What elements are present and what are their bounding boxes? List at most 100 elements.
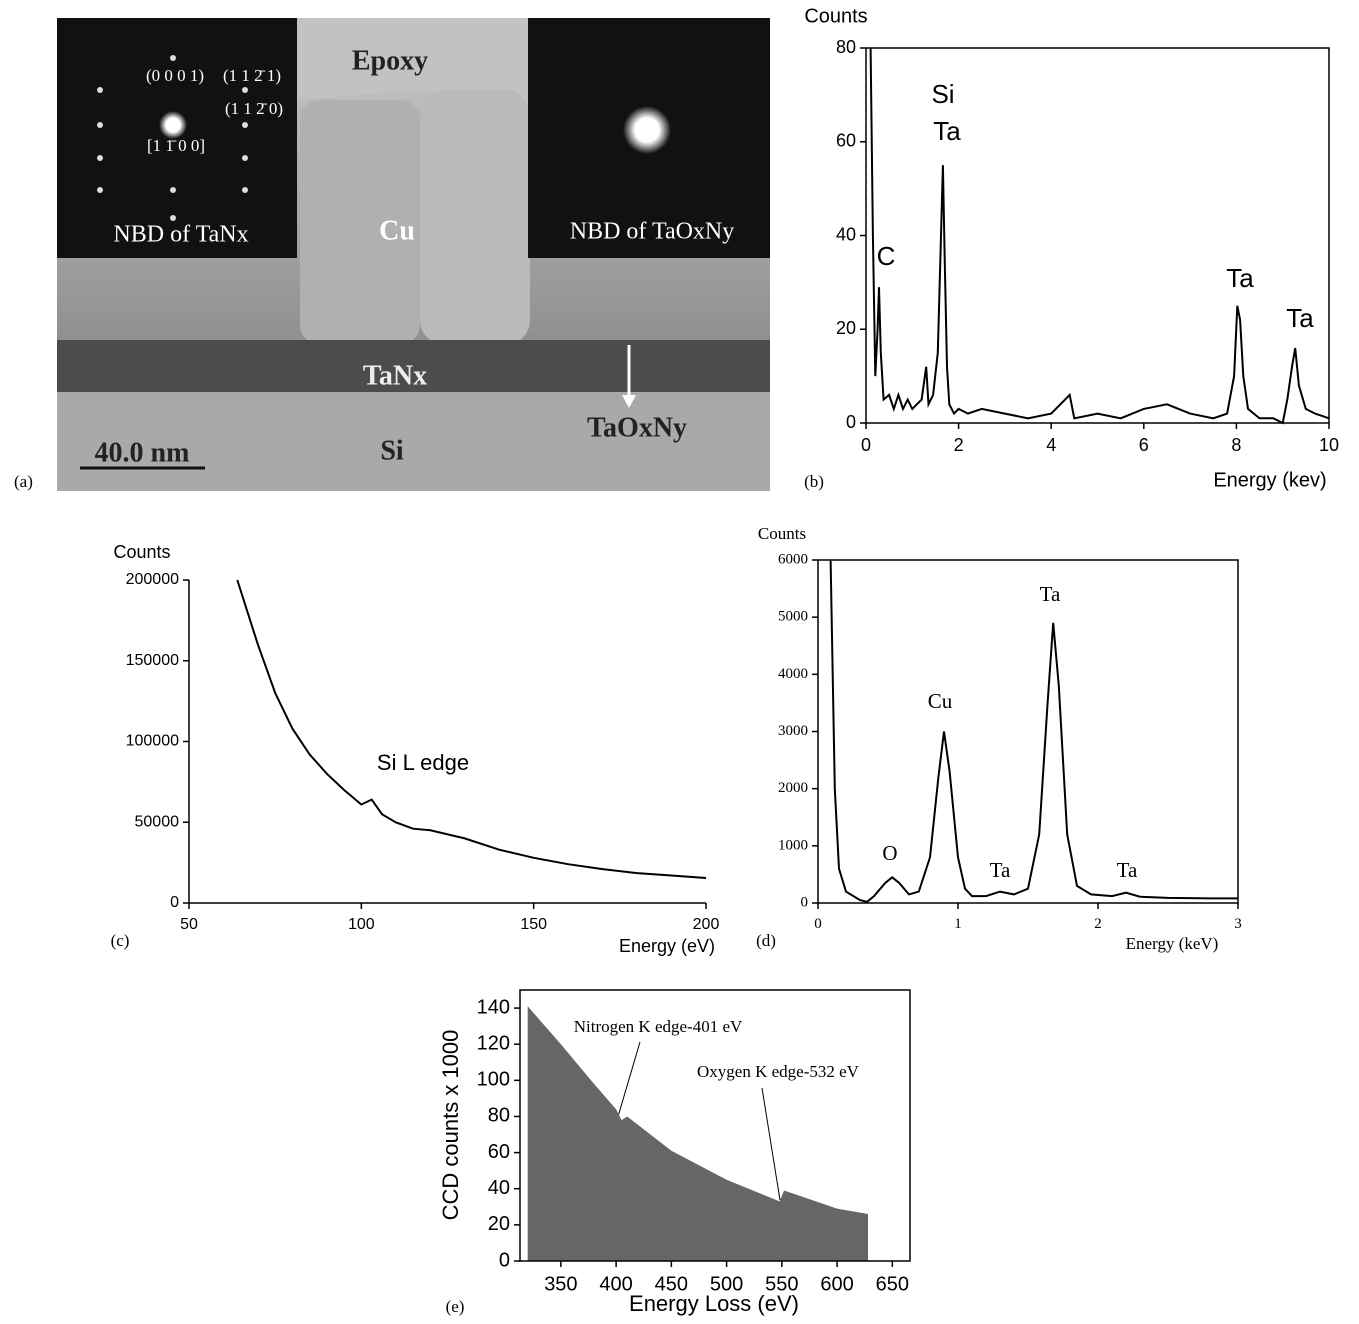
panel-label: (e) <box>446 1297 465 1316</box>
pointer <box>761 1087 781 1201</box>
x-axis-title: Energy (kev) <box>1213 469 1326 491</box>
annotation: Si L edge <box>377 750 469 775</box>
y-axis-title: CCD counts x 1000 <box>438 1030 463 1221</box>
tanx-layer <box>57 340 770 392</box>
annotation: Oxygen K edge-532 eV <box>697 1062 860 1081</box>
y-tick-label: 120 <box>477 1032 510 1054</box>
x-tick-label: 550 <box>765 1273 798 1295</box>
x-tick-label: 500 <box>710 1273 743 1295</box>
y-tick-label: 100 <box>477 1069 510 1091</box>
y-tick-label: 0 <box>801 894 809 910</box>
x-tick-label: 100 <box>348 916 375 933</box>
y-axis-title: Counts <box>113 542 170 562</box>
cu-grain <box>300 100 420 345</box>
panel-label: (d) <box>756 931 776 950</box>
annotation: Nitrogen K edge-401 eV <box>574 1017 743 1036</box>
y-tick-label: 1000 <box>778 837 808 853</box>
x-tick-label: 50 <box>180 916 198 933</box>
y-tick-label: 20 <box>488 1213 510 1235</box>
y-axis-title: Counts <box>804 5 867 27</box>
scale-label: 40.0 nm <box>95 437 190 468</box>
annotation: O <box>882 841 897 865</box>
x-tick-label: 10 <box>1319 435 1339 455</box>
x-tick-label: 2 <box>954 435 964 455</box>
annotation: Ta <box>990 858 1011 882</box>
y-tick-label: 0 <box>846 412 856 432</box>
micrograph: Epoxy Cu TaNx Si TaOxNy 40.0 nm NBD of T… <box>14 18 770 491</box>
annotation: Si <box>931 79 954 109</box>
y-tick-label: 80 <box>836 37 856 57</box>
axes-frame <box>519 989 911 1262</box>
x-tick-label: 0 <box>814 916 822 932</box>
chart: 0 50000 100000 150000 200000 50 100 150 200 Count… <box>111 542 720 956</box>
y-tick-label: 200000 <box>126 571 179 588</box>
inset-caption: NBD of TaNx <box>113 222 248 248</box>
annotation: Ta <box>1286 303 1314 333</box>
spectrum-line <box>829 559 1238 903</box>
chart: 0 20 40 60 80 0 2 4 6 8 10 Counts Energy (kev) (b) Si T… <box>804 5 1339 491</box>
x-tick-label: 6 <box>1139 435 1149 455</box>
x-tick-label: 600 <box>820 1273 853 1295</box>
si-region <box>57 392 770 491</box>
arrow-head <box>622 395 636 408</box>
spectrum-area <box>527 1006 868 1261</box>
y-tick-label: 140 <box>477 996 510 1018</box>
index-label: (1 1 2̄ 1) <box>223 66 281 85</box>
panel-label: (b) <box>804 472 824 491</box>
y-tick-label: 50000 <box>135 813 180 830</box>
label: Epoxy <box>352 45 428 76</box>
x-tick-label: 400 <box>599 1273 632 1295</box>
annotation: Ta <box>1040 582 1061 606</box>
panel-label: (a) <box>14 472 33 491</box>
index-label: (1 1 2̄ 0) <box>225 99 283 118</box>
chart: 0 1000 2000 3000 4000 5000 6000 0 1 2 3 Counts Energ… <box>756 524 1242 953</box>
inset-caption: NBD of TaOxNy <box>570 219 735 245</box>
annotation: Ta <box>933 116 961 146</box>
y-tick-label: 0 <box>499 1249 510 1271</box>
panel-label: (c) <box>111 931 130 950</box>
label: TaNx <box>363 360 427 391</box>
index-label: (0 0 0 1) <box>146 66 204 85</box>
x-axis-title: Energy (keV) <box>1126 934 1219 953</box>
annotation: Ta <box>1226 263 1254 293</box>
axes-frame <box>817 559 1239 904</box>
x-tick-label: 200 <box>693 916 720 933</box>
x-axis-title: Energy Loss (eV) <box>629 1291 799 1316</box>
pointer-lines <box>616 1041 781 1201</box>
x-tick-label: 450 <box>655 1273 688 1295</box>
y-axis-title: Counts <box>758 524 806 543</box>
x-axis-title: Energy (eV) <box>619 936 715 956</box>
label: Si <box>380 435 404 466</box>
cu-grain <box>420 90 530 345</box>
y-tick-label: 100000 <box>126 733 179 750</box>
y-tick-label: 5000 <box>778 609 808 625</box>
y-tick-label: 40 <box>488 1177 510 1199</box>
x-tick-label: 3 <box>1234 916 1242 932</box>
y-tick-label: 3000 <box>778 723 808 739</box>
spectrum-line <box>236 579 707 879</box>
y-tick-label: 2000 <box>778 780 808 796</box>
y-tick-label: 150000 <box>126 652 179 669</box>
x-tick-label: 8 <box>1231 435 1241 455</box>
x-tick-label: 650 <box>876 1273 909 1295</box>
label: Cu <box>379 215 415 246</box>
x-tick-label: 2 <box>1094 916 1102 932</box>
x-tick-label: 4 <box>1046 435 1056 455</box>
chart: 0 20 40 60 80 100 120 140 350 400 450 500 550 600 650 C… <box>438 989 911 1316</box>
annotation: C <box>877 241 896 271</box>
y-tick-label: 40 <box>836 224 856 244</box>
index-label: [1 1̄ 0 0] <box>147 136 205 155</box>
y-tick-label: 20 <box>836 318 856 338</box>
y-tick-label: 60 <box>836 131 856 151</box>
x-tick-label: 1 <box>954 916 962 932</box>
y-tick-label: 0 <box>170 894 179 911</box>
y-tick-label: 6000 <box>778 551 808 567</box>
diffraction-spot <box>159 111 187 139</box>
y-tick-label: 60 <box>488 1141 510 1163</box>
annotation: Ta <box>1117 858 1138 882</box>
y-tick-label: 4000 <box>778 666 808 682</box>
annotation: Cu <box>928 689 953 713</box>
label: TaOxNy <box>587 412 687 443</box>
pointer <box>616 1041 641 1121</box>
